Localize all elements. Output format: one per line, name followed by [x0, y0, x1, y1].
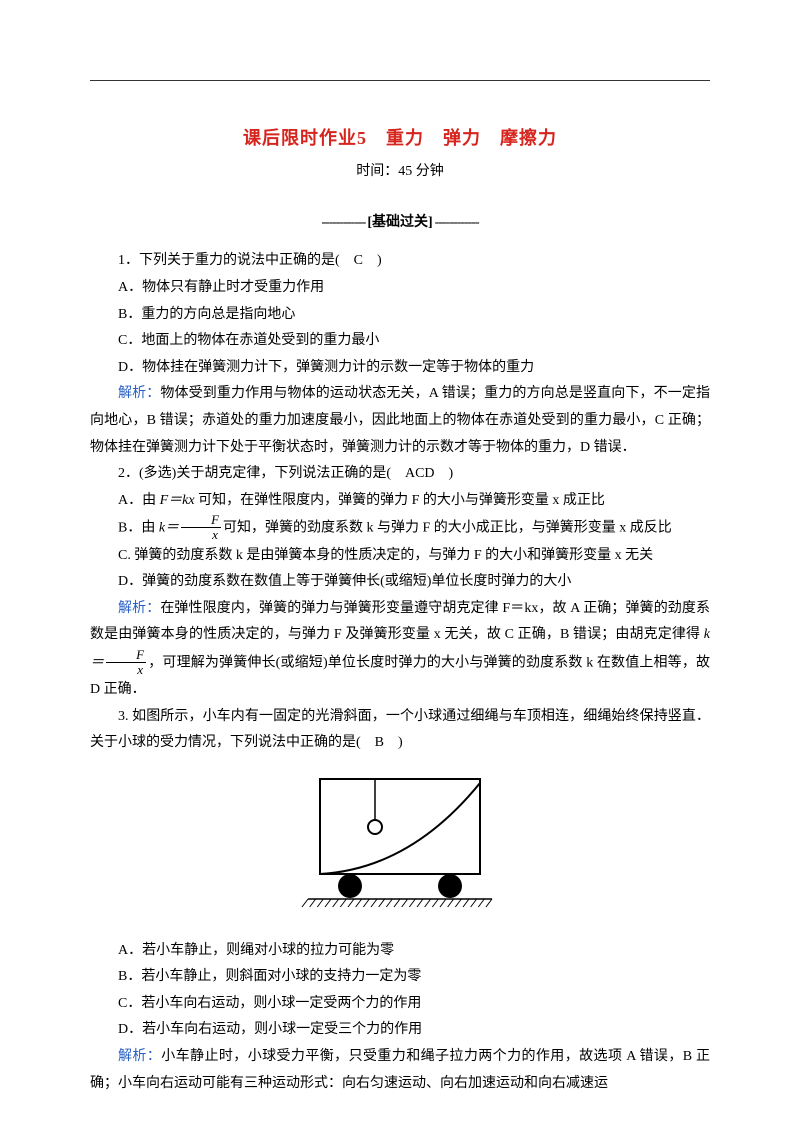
q1-analysis: 解析：物体受到重力作用与物体的运动状态无关，A 错误；重力的方向总是竖直向下，不… [90, 381, 710, 461]
section-label: 基础过关 [372, 215, 428, 230]
q3-analysis: 解析：小车静止时，小球受力平衡，只受重力和绳子拉力两个力的作用，故选项 A 错误… [90, 1044, 710, 1097]
fraction-icon: Fx [106, 648, 146, 676]
analysis-label: 解析： [118, 1049, 161, 1064]
q3-figure [90, 769, 710, 930]
frac-den: x [106, 663, 146, 677]
q2-analysis: 解析：在弹性限度内，弹簧的弹力与弹簧形变量遵守胡克定律 F＝kx，故 A 正确；… [90, 596, 710, 704]
q3-optC: C．若小车向右运动，则小球一定受两个力的作用 [90, 991, 710, 1018]
frac-den: x [181, 528, 221, 542]
q1-stem: 1．下列关于重力的说法中正确的是( C ) [90, 248, 710, 275]
dash-right: ------------ [435, 215, 479, 230]
q2-optD: D．弹簧的劲度系数在数值上等于弹簧伸长(或缩短)单位长度时弹力的大小 [90, 569, 710, 596]
q1-analysis-text: 物体受到重力作用与物体的运动状态无关，A 错误；重力的方向总是竖直向下，不一定指… [90, 386, 710, 454]
q2-optA-eq: F＝kx [160, 493, 195, 508]
q2-analysis-t2: ，可理解为弹簧伸长(或缩短)单位长度时弹力的大小与弹簧的劲度系数 k 在数值上相… [90, 655, 710, 697]
q2-optA-pre: A．由 [118, 493, 160, 508]
dash-left: ------------ [321, 215, 365, 230]
analysis-label: 解析： [118, 601, 160, 616]
q2-stem: 2．(多选)关于胡克定律，下列说法正确的是( ACD ) [90, 461, 710, 488]
q2-optA-post: 可知，在弹性限度内，弹簧的弹力 F 的大小与弹簧形变量 x 成正比 [195, 493, 605, 508]
q3-optB: B．若小车静止，则斜面对小球的支持力一定为零 [90, 964, 710, 991]
q3-analysis-text: 小车静止时，小球受力平衡，只受重力和绳子拉力两个力的作用，故选项 A 错误，B … [90, 1049, 710, 1091]
q2-optC: C. 弹簧的劲度系数 k 是由弹簧本身的性质决定的，与弹力 F 的大小和弹簧形变… [90, 543, 710, 570]
q1-optC: C．地面上的物体在赤道处受到的重力最小 [90, 328, 710, 355]
q3-stem: 3. 如图所示，小车内有一固定的光滑斜面，一个小球通过细绳与车顶相连，细绳始终保… [90, 704, 710, 757]
q1-optA: A．物体只有静止时才受重力作用 [90, 275, 710, 302]
q2-analysis-t1: 在弹性限度内，弹簧的弹力与弹簧形变量遵守胡克定律 F＝kx，故 A 正确；弹簧的… [90, 601, 710, 643]
analysis-label: 解析： [118, 386, 160, 401]
fraction-icon: Fx [181, 513, 221, 541]
time-limit: 时间：45 分钟 [90, 159, 710, 186]
q2-optB-post: 可知，弹簧的劲度系数 k 与弹力 F 的大小成正比，与弹簧形变量 x 成反比 [223, 521, 672, 536]
section-divider: ------------[基础过关]------------ [90, 210, 710, 237]
q1-optD: D．物体挂在弹簧测力计下，弹簧测力计的示数一定等于物体的重力 [90, 355, 710, 382]
q2-optB: B．由 k＝Fx可知，弹簧的劲度系数 k 与弹力 F 的大小成正比，与弹簧形变量… [90, 514, 710, 542]
frac-num: F [106, 648, 146, 663]
q2-optB-pre: B．由 [118, 521, 159, 536]
q3-optA: A．若小车静止，则绳对小球的拉力可能为零 [90, 938, 710, 965]
top-rule [90, 80, 710, 81]
frac-num: F [181, 513, 221, 528]
q2-optA: A．由 F＝kx 可知，在弹性限度内，弹簧的弹力 F 的大小与弹簧形变量 x 成… [90, 488, 710, 515]
cart-diagram-icon [300, 769, 500, 919]
q2-optB-k: k＝ [159, 521, 179, 536]
q3-optD: D．若小车向右运动，则小球一定受三个力的作用 [90, 1017, 710, 1044]
q1-optB: B．重力的方向总是指向地心 [90, 302, 710, 329]
page-title: 课后限时作业5 重力 弹力 摩擦力 [90, 121, 710, 155]
